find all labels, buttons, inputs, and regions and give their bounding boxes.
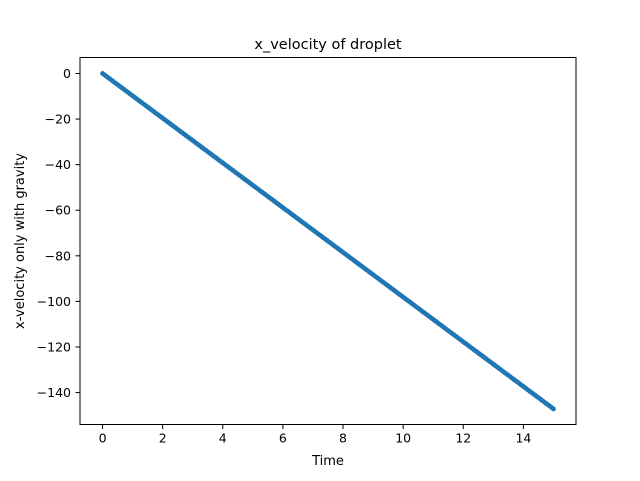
data-point xyxy=(551,406,556,412)
x-tick-label: 4 xyxy=(219,431,227,446)
x-tick-label: 14 xyxy=(515,431,531,446)
y-tick-label: −120 xyxy=(37,339,71,354)
chart-title: x_velocity of droplet xyxy=(254,37,402,53)
x-tick-label: 12 xyxy=(455,431,471,446)
x-tick-label: 10 xyxy=(395,431,411,446)
x-axis-label: Time xyxy=(311,454,344,469)
axis-ticks: 0 2 4 6 8 10 12 14 0 −20 −40 −60 −80 −100 −120 −140 xyxy=(37,66,532,446)
series-layer xyxy=(100,71,556,412)
x-tick-label: 2 xyxy=(159,431,167,446)
y-tick-label: −100 xyxy=(37,294,71,309)
x-tick-label: 8 xyxy=(339,431,347,446)
y-tick-label: −140 xyxy=(37,385,71,400)
plot-frame xyxy=(79,57,577,425)
y-tick-label: −60 xyxy=(45,203,71,218)
y-tick-label: −40 xyxy=(45,157,71,172)
y-tick-label: −20 xyxy=(45,112,71,127)
y-tick-label: 0 xyxy=(63,66,71,81)
x-tick-label: 0 xyxy=(99,431,107,446)
y-tick-label: −80 xyxy=(45,248,71,263)
y-axis-label: x-velocity only with gravity xyxy=(13,153,28,329)
x-tick-label: 6 xyxy=(279,431,287,446)
